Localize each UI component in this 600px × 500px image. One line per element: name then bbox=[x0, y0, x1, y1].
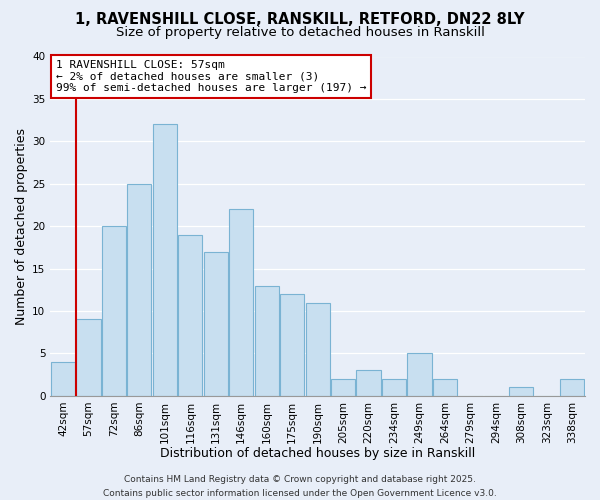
Bar bbox=[382, 379, 406, 396]
X-axis label: Distribution of detached houses by size in Ranskill: Distribution of detached houses by size … bbox=[160, 447, 475, 460]
Bar bbox=[229, 209, 253, 396]
Bar bbox=[102, 226, 126, 396]
Bar bbox=[331, 379, 355, 396]
Bar bbox=[509, 388, 533, 396]
Bar bbox=[254, 286, 279, 396]
Bar bbox=[203, 252, 228, 396]
Bar bbox=[127, 184, 151, 396]
Bar bbox=[178, 234, 202, 396]
Text: Contains HM Land Registry data © Crown copyright and database right 2025.
Contai: Contains HM Land Registry data © Crown c… bbox=[103, 476, 497, 498]
Text: 1, RAVENSHILL CLOSE, RANSKILL, RETFORD, DN22 8LY: 1, RAVENSHILL CLOSE, RANSKILL, RETFORD, … bbox=[75, 12, 525, 28]
Bar bbox=[76, 320, 101, 396]
Bar bbox=[407, 354, 431, 396]
Bar bbox=[356, 370, 380, 396]
Bar bbox=[51, 362, 75, 396]
Text: 1 RAVENSHILL CLOSE: 57sqm
← 2% of detached houses are smaller (3)
99% of semi-de: 1 RAVENSHILL CLOSE: 57sqm ← 2% of detach… bbox=[56, 60, 366, 93]
Bar bbox=[153, 124, 177, 396]
Bar bbox=[560, 379, 584, 396]
Y-axis label: Number of detached properties: Number of detached properties bbox=[15, 128, 28, 324]
Bar bbox=[305, 302, 330, 396]
Text: Size of property relative to detached houses in Ranskill: Size of property relative to detached ho… bbox=[116, 26, 484, 39]
Bar bbox=[433, 379, 457, 396]
Bar bbox=[280, 294, 304, 396]
